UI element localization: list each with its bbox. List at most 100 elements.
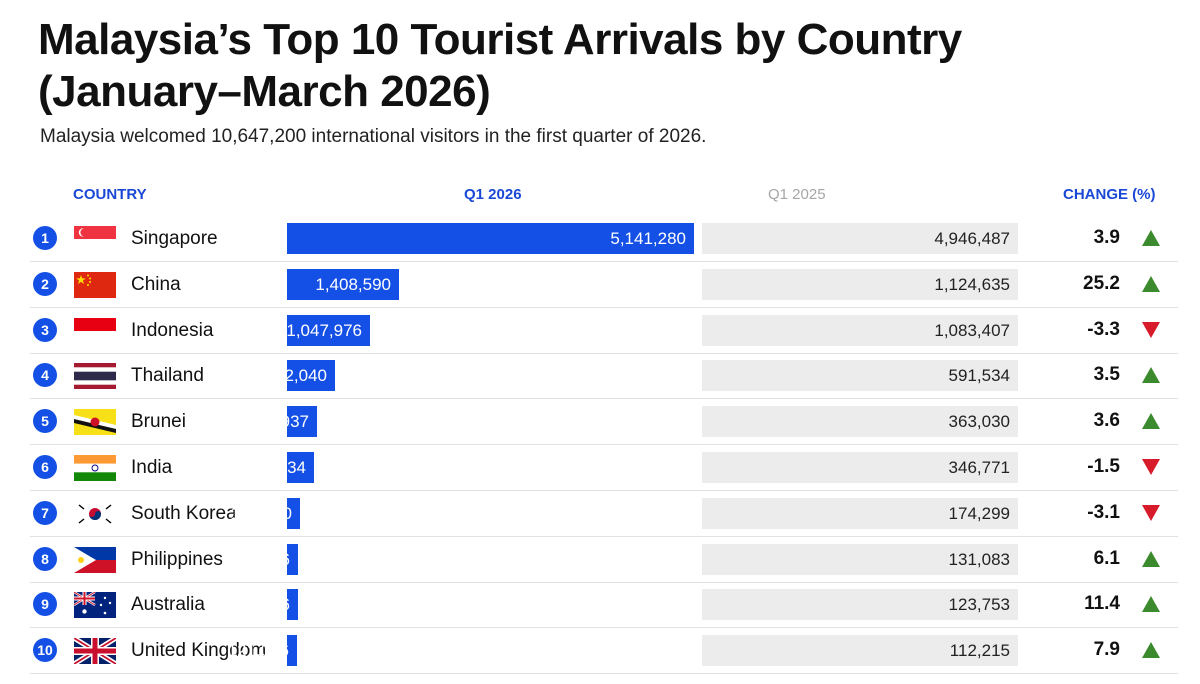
change-value: 3.6 bbox=[1093, 410, 1120, 432]
q1-2026-bar: 137,856 bbox=[229, 589, 298, 621]
country-name: South Korea bbox=[131, 502, 237, 524]
q1-2025-value-label: 131,083 bbox=[948, 549, 1010, 569]
brunei-flag-icon bbox=[74, 409, 116, 436]
q1-2026-value-label: 341,434 bbox=[244, 458, 306, 477]
united-kingdom-flag-icon bbox=[74, 638, 116, 665]
rank-badge: 6 bbox=[33, 455, 57, 479]
rank-badge: 10 bbox=[33, 638, 57, 663]
q1-2025-value-label: 591,534 bbox=[948, 366, 1010, 386]
triangle-up-icon bbox=[1142, 413, 1160, 430]
q1-2026-bar: 5,141,280 bbox=[287, 223, 694, 254]
table-row: 5 Brunei 375,937 363,030 3.6 bbox=[30, 399, 1178, 446]
country-name: Australia bbox=[131, 594, 205, 616]
table-row: 7 South Korea 168,850 174,299 -3.1 bbox=[30, 491, 1178, 537]
triangle-down-icon bbox=[1142, 321, 1160, 338]
country-name: India bbox=[131, 457, 173, 478]
chart-title: Malaysia’s Top 10 Tourist Arrivals by Co… bbox=[38, 15, 962, 116]
q1-2025-value-label: 112,215 bbox=[949, 641, 1010, 661]
singapore-flag-icon bbox=[74, 226, 116, 252]
triangle-up-icon bbox=[1142, 642, 1160, 659]
country-name: Brunei bbox=[131, 411, 186, 433]
rank-badge: 4 bbox=[33, 363, 57, 388]
q1-2026-value-label: 137,856 bbox=[228, 595, 290, 615]
change-value: -3.3 bbox=[1087, 318, 1120, 340]
country-name: United Kingdom bbox=[131, 640, 267, 662]
rank-badge: 9 bbox=[33, 592, 57, 617]
q1-2025-cell: 591,534 bbox=[702, 360, 1018, 392]
change-value: 25.2 bbox=[1083, 272, 1120, 294]
rank-badge: 3 bbox=[33, 317, 57, 342]
country-name: Thailand bbox=[131, 365, 204, 387]
triangle-up-icon bbox=[1142, 550, 1160, 567]
table-row: 9 Australia 137,856 123,753 11.4 bbox=[30, 582, 1178, 629]
triangle-down-icon bbox=[1142, 504, 1160, 521]
q1-2026-value-label: 1,408,590 bbox=[315, 274, 391, 294]
q1-2026-bar: 168,850 bbox=[231, 497, 300, 529]
rank-badge: 5 bbox=[33, 409, 57, 434]
column-header-change: CHANGE (%) bbox=[1063, 186, 1156, 203]
q1-2025-value-label: 346,771 bbox=[948, 458, 1010, 477]
q1-2026-bar: 121,076 bbox=[228, 635, 297, 667]
triangle-up-icon bbox=[1142, 230, 1160, 246]
q1-2026-value-label: 121,076 bbox=[227, 641, 289, 661]
table-row: 10 United Kingdom 121,076 112,215 7.9 bbox=[30, 628, 1178, 675]
column-header-q1-2025: Q1 2025 bbox=[768, 186, 826, 203]
table-row: 3 Indonesia 1,047,976 1,083,407 -3.3 bbox=[30, 308, 1178, 354]
q1-2026-bar: 1,047,976 bbox=[286, 314, 370, 346]
table-row: 8 Philippines 139,136 131,083 6.1 bbox=[30, 537, 1178, 583]
q1-2026-value-label: 168,850 bbox=[230, 503, 292, 523]
chart-subtitle: Malaysia welcomed 10,647,200 internation… bbox=[40, 126, 707, 147]
table-row: 4 Thailand 612,040 591,534 3.5 bbox=[30, 353, 1178, 400]
table-row: 2 China 1,408,590 1,124,635 25.2 bbox=[30, 262, 1178, 308]
triangle-up-icon bbox=[1142, 596, 1160, 613]
q1-2025-cell: 346,771 bbox=[702, 452, 1018, 483]
q1-2026-value-label: 139,136 bbox=[228, 549, 290, 569]
thailand-flag-icon bbox=[74, 363, 116, 390]
indonesia-flag-icon bbox=[74, 317, 116, 344]
q1-2025-value-label: 4,946,487 bbox=[934, 229, 1010, 248]
q1-2025-cell: 174,299 bbox=[702, 497, 1018, 529]
column-header-country: COUNTRY bbox=[73, 186, 147, 203]
q1-2026-bar: 375,937 bbox=[248, 406, 317, 438]
q1-2025-value-label: 174,299 bbox=[948, 503, 1010, 523]
change-value: 3.5 bbox=[1093, 364, 1120, 386]
column-header-q1-2026: Q1 2026 bbox=[464, 186, 522, 203]
country-name: Indonesia bbox=[131, 319, 214, 341]
country-name: Philippines bbox=[131, 548, 223, 570]
country-name: China bbox=[131, 273, 181, 295]
rank-badge: 1 bbox=[33, 226, 57, 250]
india-flag-icon bbox=[74, 455, 116, 481]
q1-2025-value-label: 1,124,635 bbox=[934, 274, 1010, 294]
q1-2026-bar: 139,136 bbox=[229, 543, 298, 575]
rank-badge: 7 bbox=[33, 500, 57, 525]
q1-2026-value-label: 1,047,976 bbox=[286, 320, 362, 340]
triangle-up-icon bbox=[1142, 367, 1160, 384]
change-value: 6.1 bbox=[1093, 547, 1120, 569]
q1-2026-bar: 341,434 bbox=[245, 452, 314, 483]
q1-2026-value-label: 5,141,280 bbox=[610, 229, 686, 248]
change-value: -3.1 bbox=[1087, 501, 1120, 523]
q1-2026-bar: 1,408,590 bbox=[287, 268, 399, 300]
q1-2025-cell: 363,030 bbox=[702, 406, 1018, 438]
q1-2025-value-label: 363,030 bbox=[948, 412, 1010, 432]
china-flag-icon bbox=[74, 271, 116, 298]
rank-badge: 8 bbox=[33, 546, 57, 571]
q1-2025-value-label: 1,083,407 bbox=[934, 320, 1010, 340]
philippines-flag-icon bbox=[74, 546, 116, 573]
change-value: 11.4 bbox=[1084, 593, 1120, 615]
triangle-down-icon bbox=[1142, 459, 1160, 475]
q1-2025-cell: 112,215 bbox=[702, 635, 1018, 667]
change-value: 7.9 bbox=[1093, 639, 1120, 661]
q1-2026-bar: 612,040 bbox=[266, 360, 335, 392]
q1-2025-cell: 4,946,487 bbox=[702, 223, 1018, 254]
q1-2025-cell: 1,124,635 bbox=[702, 268, 1018, 300]
triangle-up-icon bbox=[1142, 275, 1160, 292]
australia-flag-icon bbox=[74, 592, 116, 619]
q1-2025-cell: 123,753 bbox=[702, 589, 1018, 621]
change-value: 3.9 bbox=[1093, 227, 1120, 248]
rank-badge: 2 bbox=[33, 271, 57, 296]
q1-2026-value-label: 612,040 bbox=[265, 366, 327, 386]
change-value: -1.5 bbox=[1087, 456, 1120, 477]
q1-2026-value-label: 375,937 bbox=[247, 412, 309, 432]
q1-2025-value-label: 123,753 bbox=[948, 595, 1010, 615]
